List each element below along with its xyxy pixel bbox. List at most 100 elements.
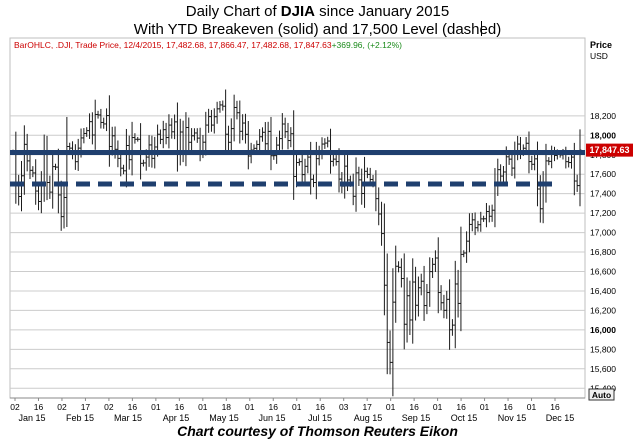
x-day-label: 01 bbox=[527, 402, 537, 412]
chart-title: Daily Chart of DJIA since January 2015 bbox=[185, 3, 450, 20]
ohlc-bar bbox=[470, 212, 474, 232]
x-day-label: 17 bbox=[362, 402, 372, 412]
ohlc-bar bbox=[490, 204, 494, 222]
ohlc-bar bbox=[388, 330, 392, 375]
ohlc-bar bbox=[48, 175, 52, 199]
ohlc-bar bbox=[465, 231, 469, 263]
x-day-label: 01 bbox=[433, 402, 443, 412]
x-day-label: 16 bbox=[315, 402, 325, 412]
ohlc-bar bbox=[422, 265, 426, 321]
y-tick-label: 15,600 bbox=[590, 364, 616, 374]
x-day-label: 01 bbox=[151, 402, 161, 412]
ohlc-bar bbox=[467, 213, 471, 253]
ohlc-bar bbox=[360, 168, 364, 205]
x-day-label: 16 bbox=[34, 402, 44, 412]
ohlc-bar bbox=[173, 114, 177, 140]
ohlc-bar bbox=[31, 166, 35, 178]
ohlc-bar bbox=[54, 163, 58, 171]
ohlc-bar bbox=[482, 215, 486, 222]
ohlc-bar bbox=[164, 122, 168, 145]
y-tick-label: 18,200 bbox=[590, 111, 616, 121]
plot-area bbox=[9, 37, 586, 399]
currency-axis-label: USD bbox=[590, 51, 608, 61]
ohlc-bar bbox=[442, 294, 446, 319]
ohlc-bar bbox=[479, 211, 483, 232]
chart-subtitle: With YTD Breakeven (solid) and 17,500 Le… bbox=[133, 21, 502, 38]
y-tick-label: 17,200 bbox=[590, 208, 616, 218]
ohlc-bar bbox=[62, 185, 66, 229]
ohlc-bar bbox=[450, 319, 454, 336]
ohlc-bar bbox=[408, 280, 412, 335]
x-day-label: 01 bbox=[292, 402, 302, 412]
ohlc-bar bbox=[122, 164, 126, 175]
ohlc-bar bbox=[190, 128, 194, 150]
ohlc-bar bbox=[141, 159, 145, 167]
x-month-label: Dec 15 bbox=[546, 413, 575, 423]
x-day-label: 01 bbox=[386, 402, 396, 412]
ohlc-bar bbox=[241, 114, 245, 141]
ohlc-bar bbox=[399, 258, 403, 288]
ohlc-bar bbox=[286, 122, 290, 150]
x-axis-day-labels: 02 16 02 17 02 16 01 16 01 18 01 16 01 16 03 17 01 16 01 16… bbox=[10, 398, 560, 412]
ohlc-bar bbox=[510, 151, 514, 177]
x-day-label: 16 bbox=[409, 402, 419, 412]
y-tick-label: 16,400 bbox=[590, 286, 616, 296]
x-day-label: 02 bbox=[57, 402, 67, 412]
ohlc-bar bbox=[82, 128, 86, 144]
x-month-label: Apr 15 bbox=[163, 413, 190, 423]
ohlc-bar bbox=[167, 114, 171, 149]
ohlc-bar bbox=[334, 155, 338, 166]
ohlc-bar bbox=[266, 121, 270, 154]
ohlc-bar bbox=[297, 158, 301, 166]
x-month-label: Jul 15 bbox=[308, 413, 332, 423]
ohlc-bar bbox=[567, 156, 571, 168]
ohlc-bar bbox=[224, 89, 228, 151]
ohlc-bar bbox=[419, 273, 423, 296]
ohlc-bar bbox=[226, 125, 230, 151]
ohlc-bar bbox=[433, 250, 437, 272]
ohlc-bar bbox=[456, 269, 460, 318]
x-day-label: 01 bbox=[245, 402, 255, 412]
ohlc-bar bbox=[243, 113, 247, 144]
y-tick-label: 16,200 bbox=[590, 305, 616, 315]
ohlc-bar bbox=[99, 108, 103, 129]
x-day-label: 16 bbox=[269, 402, 279, 412]
ohlc-bar bbox=[533, 152, 537, 171]
x-month-label: Oct 15 bbox=[451, 413, 478, 423]
x-month-label: Mar 15 bbox=[114, 413, 142, 423]
ohlc-bar bbox=[195, 128, 199, 143]
ohlc-bar bbox=[51, 150, 55, 209]
ohlc-bar bbox=[232, 94, 236, 142]
ohlc-bar bbox=[462, 250, 466, 258]
ohlc-bar bbox=[337, 148, 341, 193]
ohlc-bar bbox=[303, 158, 307, 183]
auto-button-label[interactable]: Auto bbox=[592, 390, 611, 400]
x-day-label: 16 bbox=[175, 402, 185, 412]
ohlc-bar bbox=[105, 108, 109, 132]
ohlc-bar bbox=[453, 260, 457, 349]
ohlc-bar bbox=[93, 99, 97, 150]
ohlc-bar bbox=[161, 120, 165, 149]
ohlc-bar bbox=[90, 112, 94, 145]
ohlc-bar bbox=[212, 108, 216, 134]
ohlc-bar bbox=[326, 136, 330, 148]
ohlc-bar bbox=[229, 118, 233, 153]
chart-credit: Chart courtesy of Thomson Reuters Eikon bbox=[177, 423, 458, 439]
ohlc-bar bbox=[102, 117, 106, 129]
ohlc-bar bbox=[65, 116, 69, 227]
ohlc-bar bbox=[258, 129, 262, 153]
x-day-label: 16 bbox=[456, 402, 466, 412]
x-month-label: Feb 15 bbox=[66, 413, 94, 423]
ohlc-bar bbox=[96, 110, 100, 119]
gridlines bbox=[10, 115, 585, 389]
ohlc-bar bbox=[246, 120, 250, 170]
auto-scale-button[interactable]: Auto bbox=[588, 388, 615, 401]
ohlc-bar bbox=[377, 187, 381, 226]
ohlc-bar bbox=[445, 290, 449, 319]
ohlc-bar bbox=[292, 110, 296, 200]
x-month-label: Aug 15 bbox=[354, 413, 383, 423]
last-price-label: 17,847.63 bbox=[589, 145, 629, 155]
ohlc-bar bbox=[218, 101, 222, 113]
ohlc-bar bbox=[365, 167, 369, 179]
y-tick-label: 16,600 bbox=[590, 267, 616, 277]
